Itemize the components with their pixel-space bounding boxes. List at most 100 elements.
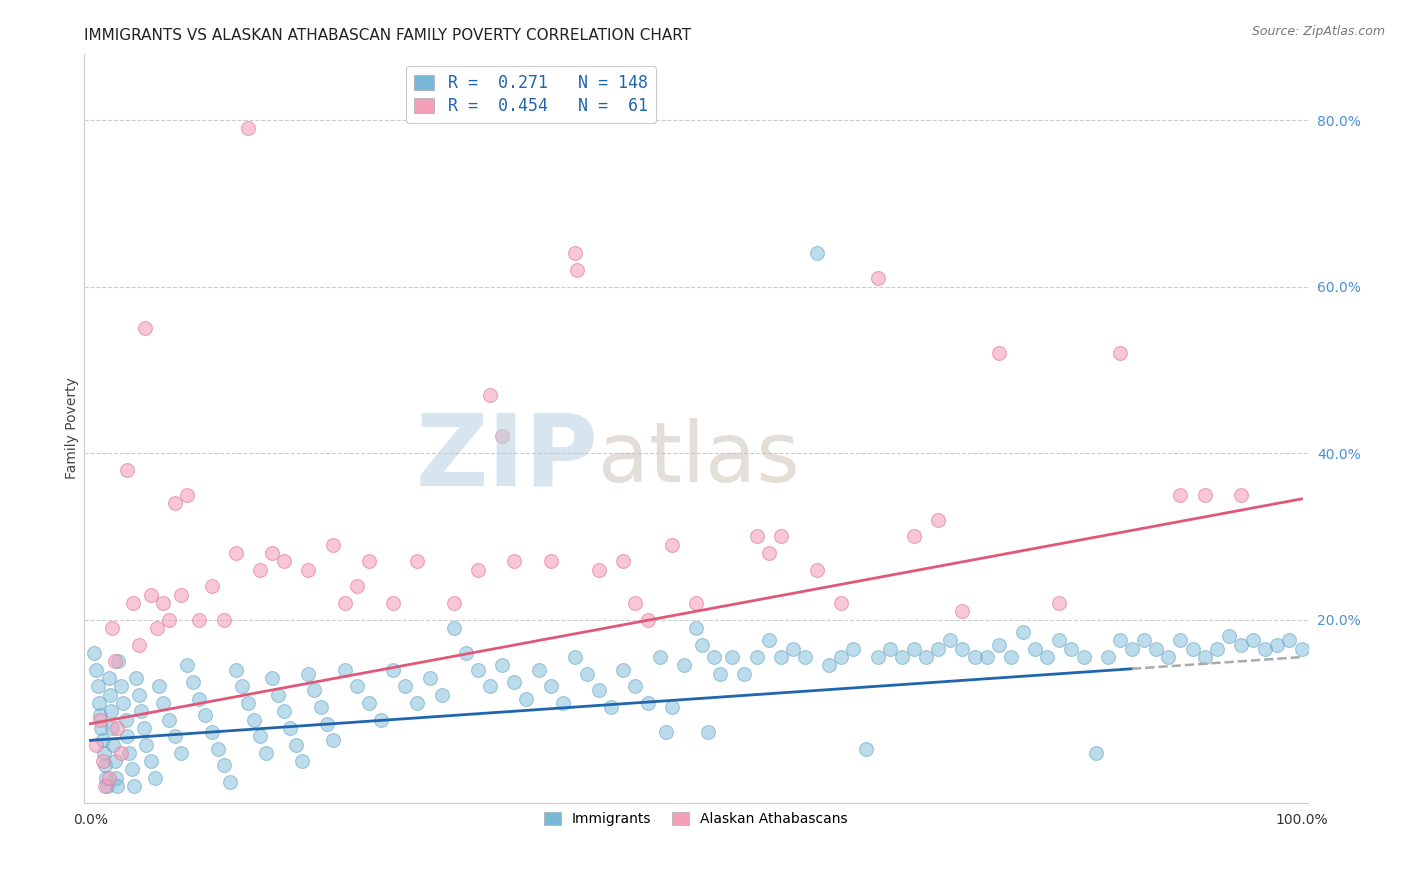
Point <box>661 700 683 714</box>
Point <box>101 721 124 735</box>
Point <box>1144 641 1167 656</box>
Point <box>758 633 780 648</box>
Point <box>467 563 489 577</box>
Point <box>304 683 326 698</box>
Legend: Immigrants, Alaskan Athabascans: Immigrants, Alaskan Athabascans <box>537 805 855 833</box>
Point <box>491 429 513 443</box>
Point <box>600 700 623 714</box>
Point <box>1278 633 1301 648</box>
Point <box>697 725 720 739</box>
Point <box>194 708 217 723</box>
Point <box>1024 641 1046 656</box>
Point <box>225 663 247 677</box>
Point <box>152 696 174 710</box>
Point <box>939 633 962 648</box>
Point <box>176 658 198 673</box>
Point <box>146 621 169 635</box>
Text: ZIP: ZIP <box>415 409 598 507</box>
Point <box>188 691 211 706</box>
Point <box>382 663 405 677</box>
Point <box>1036 650 1059 665</box>
Point <box>963 650 986 665</box>
Point <box>148 679 170 693</box>
Point <box>830 650 852 665</box>
Point <box>200 725 222 739</box>
Point <box>418 671 440 685</box>
Point <box>212 613 235 627</box>
Point <box>83 646 105 660</box>
Point <box>443 621 465 635</box>
Point <box>1000 650 1022 665</box>
Point <box>637 696 659 710</box>
Point <box>273 554 295 568</box>
Point <box>927 641 949 656</box>
Point <box>297 666 319 681</box>
Point <box>1265 638 1288 652</box>
Point <box>1230 488 1253 502</box>
Point <box>128 688 150 702</box>
Point <box>176 488 198 502</box>
Point <box>309 700 332 714</box>
Point <box>866 650 889 665</box>
Point <box>903 641 925 656</box>
Point <box>104 754 127 768</box>
Point <box>132 721 155 735</box>
Point <box>165 496 187 510</box>
Point <box>170 588 193 602</box>
Point <box>648 650 671 665</box>
Point <box>976 650 998 665</box>
Point <box>122 779 145 793</box>
Point <box>491 658 513 673</box>
Point <box>1194 650 1216 665</box>
Point <box>1218 629 1240 643</box>
Point <box>91 733 114 747</box>
Point <box>218 775 240 789</box>
Point <box>733 666 755 681</box>
Point <box>1170 488 1192 502</box>
Point <box>1205 641 1227 656</box>
Point <box>134 321 156 335</box>
Point <box>278 721 301 735</box>
Text: IMMIGRANTS VS ALASKAN ATHABASCAN FAMILY POVERTY CORRELATION CHART: IMMIGRANTS VS ALASKAN ATHABASCAN FAMILY … <box>84 28 692 43</box>
Point <box>93 746 115 760</box>
Point <box>690 638 713 652</box>
Point <box>1157 650 1180 665</box>
Point <box>575 666 598 681</box>
Point <box>866 271 889 285</box>
Point <box>430 688 453 702</box>
Point <box>139 588 162 602</box>
Point <box>588 563 610 577</box>
Point <box>128 638 150 652</box>
Point <box>527 663 550 677</box>
Point <box>121 596 143 610</box>
Point <box>333 663 356 677</box>
Point <box>97 771 120 785</box>
Point <box>443 596 465 610</box>
Point <box>346 579 368 593</box>
Point <box>115 463 138 477</box>
Point <box>118 746 141 760</box>
Point <box>567 263 589 277</box>
Point <box>236 121 259 136</box>
Point <box>89 708 111 723</box>
Point <box>540 554 562 568</box>
Point <box>114 713 136 727</box>
Point <box>87 696 110 710</box>
Point <box>273 704 295 718</box>
Point <box>98 688 121 702</box>
Point <box>624 596 647 610</box>
Point <box>94 758 117 772</box>
Point <box>564 650 586 665</box>
Point <box>96 771 118 785</box>
Point <box>90 721 112 735</box>
Point <box>540 679 562 693</box>
Point <box>818 658 841 673</box>
Point <box>1012 625 1035 640</box>
Text: Source: ZipAtlas.com: Source: ZipAtlas.com <box>1251 25 1385 38</box>
Point <box>479 388 502 402</box>
Point <box>89 713 111 727</box>
Point <box>101 621 124 635</box>
Point <box>115 729 138 743</box>
Point <box>157 613 180 627</box>
Point <box>225 546 247 560</box>
